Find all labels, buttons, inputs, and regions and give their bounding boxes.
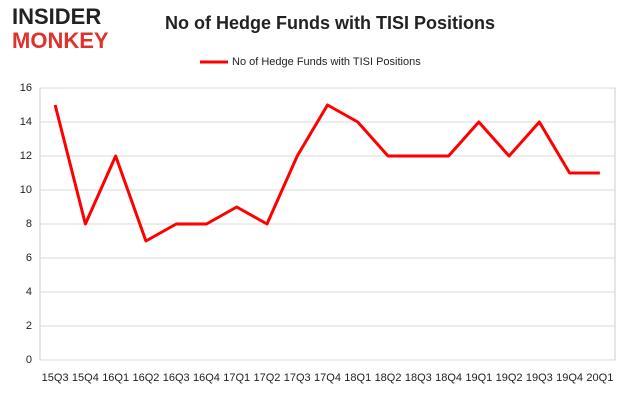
y-tick-label: 8 (26, 218, 32, 230)
legend-label: No of Hedge Funds with TISI Positions (232, 56, 421, 68)
x-tick-label: 19Q3 (526, 372, 553, 384)
x-tick-label: 19Q4 (556, 372, 583, 384)
x-tick-label: 17Q2 (254, 372, 281, 384)
x-tick-label: 15Q3 (42, 372, 69, 384)
chart-title: No of Hedge Funds with TISI Positions (165, 13, 495, 33)
x-tick-label: 17Q4 (314, 372, 341, 384)
x-tick-label: 18Q4 (435, 372, 462, 384)
y-tick-label: 4 (26, 286, 32, 298)
y-tick-label: 16 (20, 82, 32, 94)
y-tick-label: 2 (26, 320, 32, 332)
x-tick-label: 16Q1 (102, 372, 129, 384)
x-tick-label: 17Q3 (284, 372, 311, 384)
x-tick-label: 18Q2 (375, 372, 402, 384)
line (53, 103, 600, 243)
x-tick-label: 19Q1 (465, 372, 492, 384)
x-tick-label: 17Q1 (223, 372, 250, 384)
x-tick-label: 15Q4 (72, 372, 99, 384)
y-tick-label: 0 (26, 354, 32, 366)
x-tick-label: 16Q4 (193, 372, 220, 384)
x-tick-label: 18Q3 (405, 372, 432, 384)
x-tick-label: 19Q2 (496, 372, 523, 384)
y-tick-label: 12 (20, 150, 32, 162)
x-tick-label: 20Q1 (586, 372, 613, 384)
y-tick-label: 14 (20, 116, 32, 128)
x-tick-label: 16Q3 (163, 372, 190, 384)
x-tick-label: 18Q1 (344, 372, 371, 384)
y-tick-label: 6 (26, 252, 32, 264)
logo: INSIDER (12, 4, 101, 29)
logo: MONKEY (12, 28, 109, 53)
y-tick-label: 10 (20, 184, 32, 196)
x-tick-label: 16Q2 (132, 372, 159, 384)
